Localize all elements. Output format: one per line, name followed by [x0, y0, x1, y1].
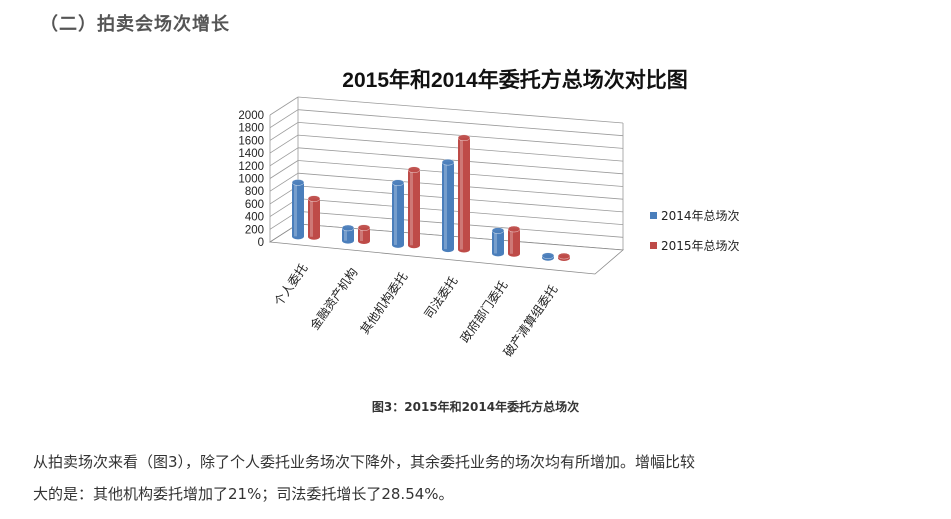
bar-1-1-shine: [360, 227, 363, 242]
bar-0-2-top: [391, 179, 405, 186]
bar-0-4-body: [492, 230, 504, 254]
bar-1-1-base: [358, 238, 370, 245]
bar-1-5-top: [557, 252, 571, 260]
bar-0-4-top: [491, 227, 505, 234]
body-paragraph: 从拍卖场次来看（图3），除了个人委托业务场次下降外，其余委托业务的场次均有所增加…: [33, 446, 923, 510]
category-label: 政府部门委托: [457, 278, 511, 346]
bar-1-2-shine: [410, 169, 413, 246]
y-tick-label: 1000: [238, 174, 264, 186]
bar-0-5-top: [541, 252, 555, 259]
gridline-side: [269, 134, 299, 154]
bar-1-2-base: [408, 242, 420, 249]
bar-1-3-shine: [460, 137, 463, 250]
chart-title: 2015年和2014年委托方总场次对比图: [342, 69, 688, 92]
y-tick-label: 1400: [238, 148, 264, 160]
y-tick-label: 0: [258, 237, 264, 249]
category-label: 金融资产机构: [307, 265, 361, 333]
y-tick-label: 1600: [238, 135, 264, 147]
bar-0-2-body: [392, 182, 404, 245]
gridline-side: [269, 160, 299, 179]
bar-0-1-base: [342, 237, 354, 244]
y-tick-label: 2000: [238, 110, 264, 122]
gridline-side: [269, 147, 299, 167]
category-label: 个人委托: [271, 261, 310, 308]
bar-0-1-shine: [344, 227, 347, 241]
figure-caption: 图3：2015年和2014年委托方总场次: [371, 400, 580, 414]
gridline: [297, 109, 624, 137]
bar-0-4-shine: [494, 230, 497, 254]
bar-1-3-body: [458, 137, 470, 250]
legend-swatch: [650, 212, 657, 219]
bar-1-4-body: [508, 229, 520, 254]
y-tick-label: 200: [245, 224, 264, 236]
bar-0-0-shine: [294, 182, 297, 237]
section-heading: （二）拍卖会场次增长: [40, 14, 230, 35]
bar-0-3-shine: [444, 162, 447, 250]
paragraph-line-1: 从拍卖场次来看（图3），除了个人委托业务场次下降外，其余委托业务的场次均有所增加…: [33, 453, 696, 471]
bar-0-0-base: [292, 233, 304, 240]
legend-label: 2014年总场次: [661, 209, 740, 223]
gridline-side: [269, 172, 299, 192]
bar-1-1-body: [358, 227, 370, 242]
bar-1-3-base: [458, 246, 470, 253]
bar-0-2-base: [392, 241, 404, 248]
bar-1-2-body: [408, 169, 420, 246]
gridline-side: [269, 109, 299, 129]
y-tick-label: 400: [245, 212, 264, 224]
bar-0-3-top: [441, 158, 455, 166]
legend-swatch: [650, 242, 657, 249]
bar-1-4-base: [508, 250, 520, 257]
bar-0-1-body: [342, 227, 354, 241]
gridline: [297, 96, 624, 124]
bar-0-3-base: [442, 246, 454, 253]
bar-0-4-base: [492, 250, 504, 257]
bar-1-3-top: [457, 134, 471, 141]
paragraph-line-2: 大的是：其他机构委托增加了21%；司法委托增长了28.54%。: [33, 485, 454, 503]
gridline-side: [269, 96, 299, 116]
bar-1-4-top: [507, 225, 521, 233]
y-tick-label: 800: [245, 186, 264, 198]
bar-0-0-top: [291, 179, 305, 186]
category-label: 其他机构委托: [357, 269, 411, 337]
bar-chart: 0 200 400 600 800 1000 1200 1400 1600 1800 2000 个人委…: [225, 60, 785, 390]
gridline-side: [269, 122, 299, 141]
bar-1-1-top: [357, 224, 371, 231]
legend-label: 2015年总场次: [661, 239, 740, 253]
bar-1-0-shine: [310, 198, 313, 237]
bar-1-0-top: [307, 195, 321, 202]
bar-1-4-shine: [510, 229, 513, 254]
bar-0-1-top: [341, 224, 355, 232]
bar-1-0-base: [308, 233, 320, 240]
category-label: 司法委托: [421, 274, 460, 321]
y-tick-label: 1800: [238, 123, 264, 135]
bar-0-3-body: [442, 162, 454, 250]
bar-0-0-body: [292, 182, 304, 237]
y-tick-label: 1200: [238, 161, 264, 173]
bar-1-2-top: [407, 166, 421, 173]
bar-1-0-body: [308, 198, 320, 237]
bar-0-2-shine: [394, 182, 397, 245]
y-tick-label: 600: [245, 199, 264, 211]
category-label: 破产清算组委托: [500, 282, 560, 359]
